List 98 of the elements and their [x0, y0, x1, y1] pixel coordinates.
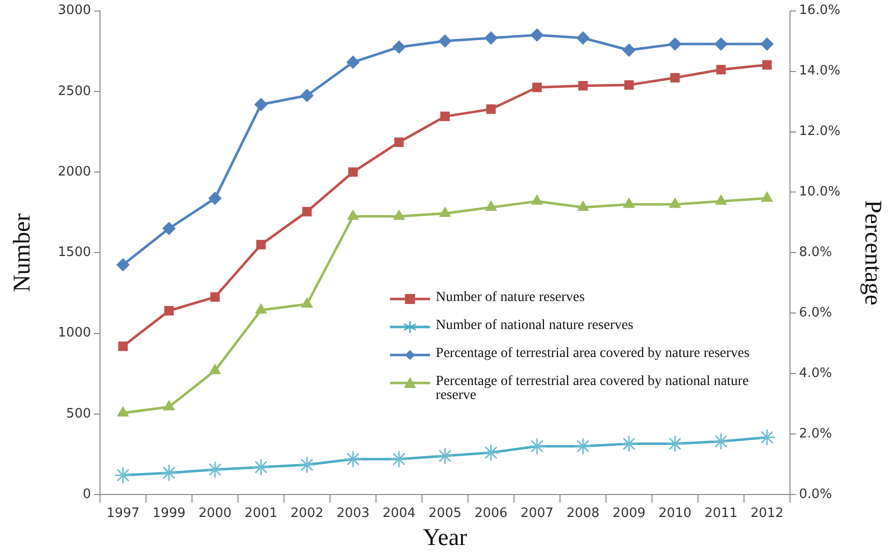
point	[347, 210, 359, 220]
legend-label: Percentage of terrestrial area covered by nature reserves	[436, 346, 750, 362]
point	[163, 400, 175, 410]
point	[252, 458, 270, 476]
point	[117, 406, 129, 416]
point	[666, 435, 684, 453]
point	[346, 56, 360, 69]
y2-tick-label: 0.0%	[799, 486, 832, 502]
y-tick-label: 1500	[58, 245, 91, 260]
point	[344, 450, 362, 468]
y-tick-label: 1000	[58, 326, 91, 341]
x-tick-label: 1999	[152, 506, 186, 521]
point	[577, 200, 589, 211]
x-tick-label: 2011	[704, 506, 738, 521]
x-tick-label: 2003	[336, 506, 370, 521]
point	[302, 206, 312, 216]
point	[486, 104, 496, 114]
point	[164, 306, 174, 316]
point	[532, 82, 542, 92]
y2-tick-label: 6.0%	[799, 306, 832, 321]
y2-tick-label: 10.0%	[799, 184, 840, 200]
y-tick-label: 2000	[58, 164, 91, 180]
legend-label: Number of national nature reserves	[436, 318, 634, 334]
point	[256, 240, 266, 250]
legend-label: Percentage of terrestrial area covered by national nature reserve	[436, 374, 750, 404]
point	[118, 341, 128, 351]
point	[484, 32, 498, 45]
point	[670, 72, 680, 82]
point	[116, 258, 130, 272]
y2-tick-label: 14.0%	[799, 64, 840, 79]
point	[206, 460, 224, 478]
point	[578, 81, 588, 91]
x-tick-label: 2000	[198, 506, 232, 521]
point	[392, 40, 406, 54]
y2-axis-title: Percentage	[859, 200, 886, 306]
point	[622, 44, 636, 57]
point	[715, 194, 727, 205]
x-tick-label: 2002	[290, 506, 324, 521]
y2-tick-label: 2.0%	[799, 426, 832, 442]
x-tick-label: 2012	[750, 506, 784, 521]
y-tick-label: 3000	[58, 3, 91, 18]
point	[208, 192, 222, 205]
x-tick-label: 2006	[474, 506, 508, 521]
point	[758, 428, 776, 446]
y2-tick-label: 16.0%	[799, 3, 840, 18]
point	[482, 444, 500, 462]
point	[528, 437, 546, 455]
point	[209, 364, 221, 374]
y2-tick-label: 4.0%	[799, 366, 832, 382]
point	[390, 450, 408, 468]
point	[530, 28, 544, 42]
x-tick-label: 2010	[658, 506, 692, 521]
x-tick-label: 2007	[520, 506, 554, 521]
point	[669, 198, 681, 208]
x-tick-label: 2005	[428, 506, 462, 521]
point	[160, 464, 178, 482]
point	[439, 206, 451, 217]
point	[485, 200, 497, 211]
point	[298, 456, 316, 474]
point	[762, 60, 772, 70]
y2-tick-label: 8.0%	[799, 245, 832, 260]
point	[712, 432, 730, 450]
point	[162, 222, 176, 236]
point	[210, 292, 220, 302]
point	[255, 304, 267, 314]
point	[114, 466, 132, 484]
point	[393, 210, 405, 220]
x-tick-label: 2004	[382, 506, 416, 521]
point	[668, 38, 682, 51]
point	[623, 198, 635, 208]
point	[436, 447, 454, 465]
y-tick-label: 0	[82, 486, 91, 502]
point	[301, 298, 313, 308]
x-tick-label: 1997	[106, 506, 140, 521]
point	[348, 167, 358, 177]
x-tick-label: 2009	[612, 506, 646, 521]
point	[576, 32, 590, 45]
x-axis-title: Year	[422, 524, 468, 551]
point	[620, 435, 638, 453]
point	[761, 192, 773, 202]
y2-tick-label: 12.0%	[799, 124, 840, 140]
point	[440, 112, 450, 122]
point	[300, 88, 314, 102]
point	[438, 34, 452, 48]
x-tick-label: 2008	[566, 506, 600, 521]
point	[760, 38, 774, 51]
legend-label: Number of nature reserves	[436, 290, 585, 306]
point	[714, 38, 728, 51]
y-tick-label: 2500	[58, 84, 91, 99]
y-tick-label: 500	[66, 406, 91, 422]
y-axis-title: Number	[10, 213, 36, 292]
point	[574, 437, 592, 455]
x-tick-label: 2001	[244, 506, 278, 521]
point	[254, 98, 268, 112]
point	[624, 80, 634, 90]
point	[531, 194, 543, 205]
point	[394, 137, 404, 147]
point	[716, 64, 726, 74]
